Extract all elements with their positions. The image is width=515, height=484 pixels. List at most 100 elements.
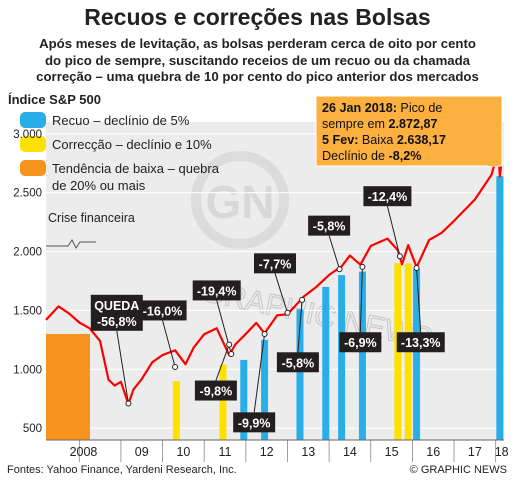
annotation-point: [125, 400, 132, 407]
x-tick-label: 16: [426, 445, 440, 459]
annotation-label: -5,8%: [282, 356, 315, 370]
annotation-leader: [116, 330, 129, 404]
annotation-leader: [215, 344, 230, 381]
annotation-box: [254, 253, 296, 274]
legend-label: Correcção – declínio e 10%: [52, 137, 212, 152]
annotation-leader: [386, 206, 401, 257]
x-tick-label: 13: [301, 445, 315, 459]
band-yellow: [172, 381, 180, 440]
subtitle: Após meses de levitação, as bolsas perde…: [6, 36, 509, 86]
annotation-point: [359, 263, 366, 270]
axes: 3.000 2.500 2.000 1.500 1.000 500 2008 09 10 11 12…: [13, 129, 509, 462]
annotation-label: -56,8%: [97, 315, 137, 329]
legend-label: Tendência de baixa – quebra: [52, 161, 220, 176]
series-line: [45, 148, 503, 406]
callout-span: 2.872,87: [389, 117, 438, 131]
annotation-label: -7,7%: [259, 257, 292, 271]
annotation-box: [363, 186, 412, 207]
watermark-logo: GN: [206, 176, 275, 228]
band-blue: [358, 271, 366, 440]
annotation-label: -13,3%: [401, 336, 441, 350]
annotation-label: -9,9%: [238, 416, 271, 430]
annotation-box: [192, 280, 241, 301]
title: Recuos e correções nas Bolsas: [84, 4, 431, 30]
callout: 26 Jan 2018: Pico de sempre em 2.872,87 5 …: [315, 95, 503, 167]
annotations: QUEDA -56,8% -16,0% -19,4% -9,8% -9,9% -7,7% -5…: [90, 186, 445, 433]
annotation-label: -12,4%: [368, 190, 408, 204]
x-tick-label: 11: [219, 445, 232, 459]
annotation-box: [194, 380, 237, 401]
callout-span: 5 Fev:: [322, 133, 358, 147]
source-note: Fontes: Yahoo Finance, Yardeni Research,…: [7, 464, 237, 476]
watermark-ring: [191, 151, 289, 249]
annotation-box: [396, 332, 445, 353]
subtitle-line-2: do pico de sempre, suscitando receios de…: [44, 52, 471, 68]
annotation-label: -19,4%: [197, 284, 237, 298]
y-tick-label: 2.500: [13, 188, 42, 200]
legend-swatch: [20, 136, 46, 152]
x-tick-label: 10: [176, 445, 190, 459]
annotation-leader: [253, 333, 266, 413]
band-blue: [496, 176, 504, 440]
legend-swatch: [20, 112, 46, 128]
y-tick-label: 3.000: [13, 129, 42, 141]
callout-box: [315, 95, 503, 167]
annotation-point: [396, 253, 403, 260]
credit: © GRAPHIC NEWS: [409, 464, 507, 476]
callout-line-2: sempre em 2.872,87: [322, 117, 438, 131]
annotation-point: [228, 351, 235, 358]
annotation-point: [261, 331, 268, 337]
annotation-label: -6,9%: [344, 336, 377, 350]
callout-line-3: 5 Fev: Baixa 2.638,17: [322, 133, 446, 147]
annotation-box: [138, 300, 187, 321]
annotation-box: [308, 215, 351, 236]
annotation-leader: [274, 273, 288, 313]
band-orange: [46, 334, 90, 440]
annotation-point: [413, 265, 420, 272]
annotation-box: [339, 332, 382, 353]
callout-span: 26 Jan 2018:: [322, 101, 397, 115]
annotation-box: [276, 352, 319, 373]
annotation-point: [299, 296, 306, 303]
crisis-marker: Crise financeira: [46, 211, 135, 249]
annotation-leader: [416, 268, 422, 333]
callout-span: Baixa: [358, 133, 397, 147]
callout-span: 2.638,17: [397, 133, 446, 147]
band-blue: [322, 286, 330, 440]
band-blue: [261, 339, 269, 440]
callout-span: Pico de: [397, 101, 443, 115]
annotation-point: [172, 363, 179, 370]
annotation-point: [336, 266, 343, 273]
legend-swatch: [20, 160, 46, 176]
crisis-bracket: [46, 239, 96, 249]
callout-span: sempre em: [322, 117, 389, 131]
annotation-leader: [162, 320, 176, 368]
callout-span: -8,2%: [389, 149, 422, 163]
annotation-box: [233, 412, 276, 433]
callout-pointer: [488, 142, 499, 166]
x-tick-label: 17: [468, 445, 482, 459]
callout-span: Declínio de: [322, 149, 389, 163]
y-tick-label: 2.000: [13, 247, 42, 259]
crisis-label: Crise financeira: [48, 211, 135, 225]
annotation-leader: [328, 235, 341, 270]
band-blue: [338, 275, 346, 440]
annotation-box: [90, 294, 143, 331]
y-tick-label: 500: [23, 423, 42, 435]
y-tick-label: 1.000: [13, 364, 42, 376]
annotation-point: [284, 309, 291, 316]
x-tick-label: 15: [385, 445, 399, 459]
annotation-leader: [297, 299, 303, 353]
annotation-label: -5,8%: [313, 220, 346, 234]
annotation-leader: [359, 266, 363, 333]
legend-label: Recuo – declínio de 5%: [52, 113, 190, 128]
callout-line-1: 26 Jan 2018: Pico de: [322, 101, 442, 115]
band-blue: [240, 359, 248, 440]
legend-label: de 20% ou mais: [52, 178, 146, 193]
x-tick-label: 12: [260, 445, 274, 459]
x-tick-label: 18: [495, 445, 509, 459]
annotation-point: [226, 341, 233, 348]
callout-line-4: Declínio de -8,2%: [322, 149, 421, 163]
y-axis-label: Índice S&P 500: [8, 92, 101, 107]
